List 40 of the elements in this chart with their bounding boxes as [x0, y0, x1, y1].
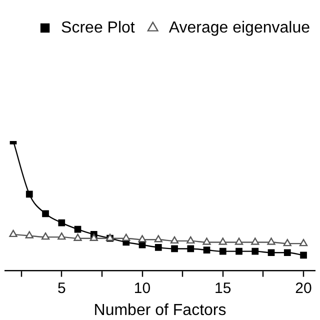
point: [58, 232, 66, 240]
point: [268, 249, 275, 256]
x-tick-label: 15: [214, 280, 232, 297]
point: [138, 241, 146, 248]
point: [300, 252, 307, 259]
point: [171, 245, 178, 252]
point: [283, 238, 292, 246]
point: [299, 238, 308, 246]
point: [236, 248, 242, 255]
point: [122, 234, 130, 241]
point: [74, 226, 82, 233]
point: [58, 219, 66, 226]
point: [138, 235, 146, 242]
point: [251, 238, 260, 245]
point: [25, 231, 34, 238]
point: [219, 248, 226, 255]
point: [26, 190, 33, 198]
legend-label: Scree Plot: [61, 19, 136, 36]
point: [203, 246, 210, 254]
point: [170, 236, 179, 244]
point: [218, 238, 227, 245]
point: [154, 244, 162, 251]
point: [154, 235, 162, 242]
point: [41, 232, 50, 240]
point: [252, 248, 259, 255]
point: [187, 245, 194, 252]
point: [42, 210, 49, 218]
x-tick-label: 20: [295, 280, 312, 297]
point: [267, 238, 276, 245]
legend-label: Average eigenvalue: [168, 19, 310, 36]
point: [186, 236, 195, 244]
point: [9, 230, 18, 238]
x-tick-label: 10: [134, 280, 151, 297]
x-tick-label: 5: [57, 280, 66, 297]
x-axis-title: Number of Factors: [94, 302, 226, 319]
point: [74, 234, 82, 241]
point: [202, 238, 211, 245]
point: [284, 249, 291, 256]
point: [234, 238, 244, 245]
point: [90, 234, 98, 241]
